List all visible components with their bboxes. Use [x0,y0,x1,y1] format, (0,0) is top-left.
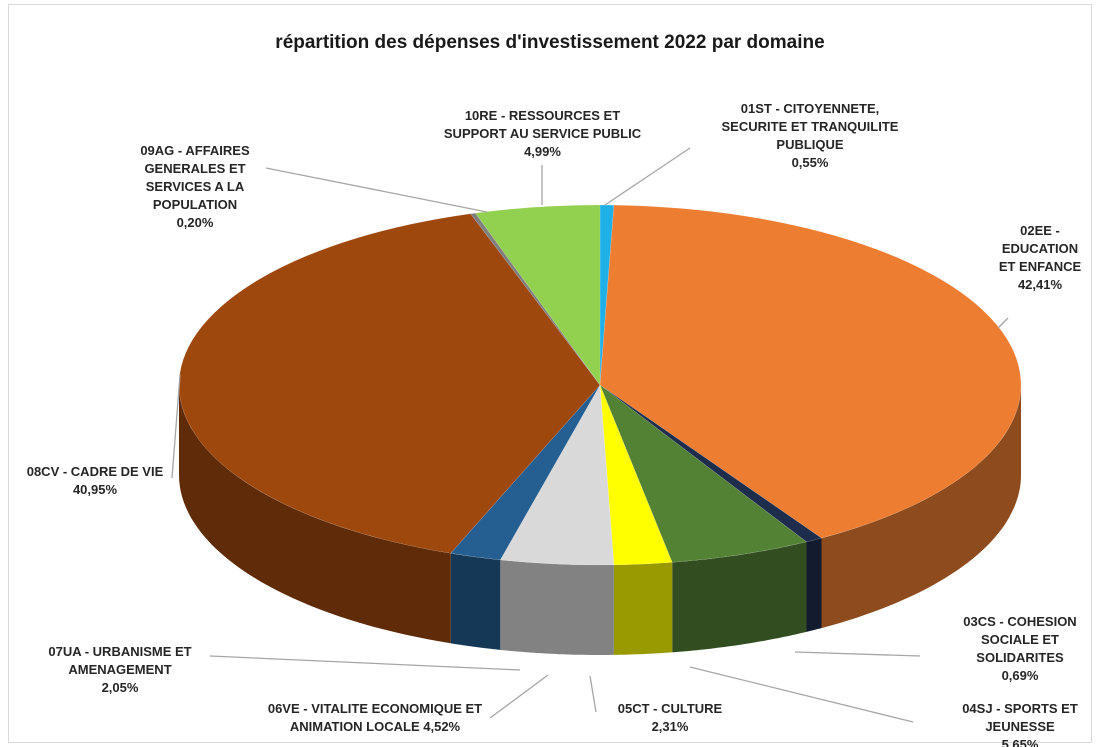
leader-line [997,317,1009,329]
slice-side [613,562,673,655]
data-label: 06VE - VITALITE ECONOMIQUE ET ANIMATION … [245,700,505,736]
data-label: 01ST - CITOYENNETE, SECURITE ET TRANQUIL… [700,100,920,172]
data-label: 05CT - CULTURE 2,31% [600,700,740,736]
category-label: 09AG - AFFAIRES GENERALES ET SERVICES A … [140,143,250,212]
data-label: 03CS - COHESION SOCIALE ET SOLIDARITES 0,… [940,613,1100,685]
category-label: 03CS - COHESION SOCIALE ET SOLIDARITES [963,614,1077,665]
chart-frame [8,4,1092,743]
slice [599,384,673,566]
category-label: 02EE - EDUCATION ET ENFANCE [998,223,1082,274]
data-label: 08CV - CADRE DE VIE 40,95% [10,463,180,499]
slice-side [821,385,1021,629]
slice-side [179,385,451,644]
slice-side [500,559,614,655]
value-label: 40,95% [72,482,118,497]
value-label: 0,55% [791,155,829,170]
category-label: 08CV - CADRE DE VIE [26,464,164,479]
chart-title: répartition des dépenses d'investissemen… [275,32,825,53]
slice-side [672,541,807,653]
slice [499,384,615,566]
data-label: 02EE - EDUCATION ET ENFANCE 42,41% [985,222,1095,294]
slice [599,204,1022,539]
value-label: 0,20% [176,215,214,230]
slice [599,204,615,386]
data-label: 09AG - AFFAIRES GENERALES ET SERVICES A … [120,142,270,232]
category-label: 01ST - CITOYENNETE, SECURITE ET TRANQUIL… [721,101,899,152]
slice-side [806,538,822,632]
category-label: 10RE - RESSOURCES ET SUPPORT AU SERVICE … [443,108,642,141]
category-label: 06VE - VITALITE ECONOMIQUE ET ANIMATION … [267,701,483,734]
data-label: 07UA - URBANISME ET AMENAGEMENT 2,05% [25,643,215,697]
leader-line [589,675,597,713]
value-label: 42,41% [1017,277,1063,292]
category-label: 07UA - URBANISME ET AMENAGEMENT [48,644,192,677]
value-label: 4,52% [423,719,461,734]
leader-line [171,374,181,479]
leader-line [689,666,914,723]
value-label: 2,05% [101,680,139,695]
data-label: 10RE - RESSOURCES ET SUPPORT AU SERVICE … [430,107,655,161]
data-label: 04SJ - SPORTS ET JEUNESSE 5,65% [940,700,1100,747]
slice [599,384,808,563]
category-label: 05CT - CULTURE [617,701,723,716]
category-label: 04SJ - SPORTS ET JEUNESSE [962,701,1078,734]
slice-side [450,553,501,650]
value-label: 0,69% [1001,668,1039,683]
slice [470,212,601,386]
leader-line [265,167,488,213]
value-label: 4,99% [524,144,561,159]
leader-line [604,147,691,206]
value-label: 2,31% [651,719,689,734]
slice [474,204,601,386]
leader-line [794,651,921,657]
leader-line [209,655,521,671]
slice [599,384,823,543]
slice [450,384,601,561]
leader-line [489,674,549,719]
value-label: 5,65% [1001,737,1039,747]
